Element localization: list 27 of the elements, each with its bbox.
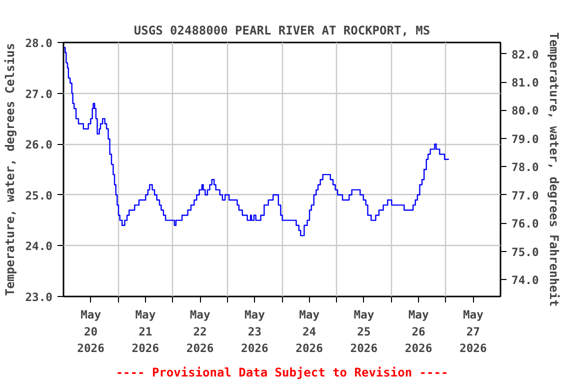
x-tick-label: May 27 2026 (460, 308, 488, 356)
y-tick-label: 28.0 (25, 36, 53, 50)
y2-tick-label: 82.0 (512, 47, 539, 62)
x-tick-label: May 23 2026 (241, 308, 269, 356)
y2-tick-label: 78.0 (512, 160, 539, 174)
x-tick-label: May 24 2026 (296, 308, 324, 356)
y-tick-label: 26.0 (25, 138, 53, 152)
y2-tick-label: 77.0 (512, 188, 539, 202)
chart-title: USGS 02488000 PEARL RIVER AT ROCKPORT, MS (134, 24, 430, 38)
text: ---- Provisional Data Subject to Revision ---- (116, 366, 448, 380)
x-tick-label: May 26 2026 (404, 308, 432, 356)
y-tick-label: 24.0 (25, 239, 53, 254)
x-tick-label: May 21 2026 (132, 308, 160, 356)
x-tick-label: May 22 2026 (186, 308, 214, 356)
y2-tick-label: 79.0 (512, 132, 539, 146)
y2-tick-label: 81.0 (512, 76, 539, 90)
y2-tick-label: 76.0 (512, 216, 539, 231)
y-tick-label: 23.0 (25, 290, 53, 304)
y-tick-label: 25.0 (25, 188, 53, 202)
x-tick-label: May 25 2026 (350, 308, 378, 356)
y-tick-label: 27.0 (25, 86, 53, 101)
y-axis-title: Temperature, water, degrees Celsius (3, 43, 18, 296)
y2-tick-label: 75.0 (512, 244, 539, 259)
y2-tick-label: 80.0 (512, 104, 539, 118)
y2-axis-title: Temperature, water, degrees Fahrenheit (546, 32, 561, 307)
x-tick-label: May 20 2026 (77, 308, 105, 356)
y2-tick-label: 74.0 (512, 273, 539, 288)
